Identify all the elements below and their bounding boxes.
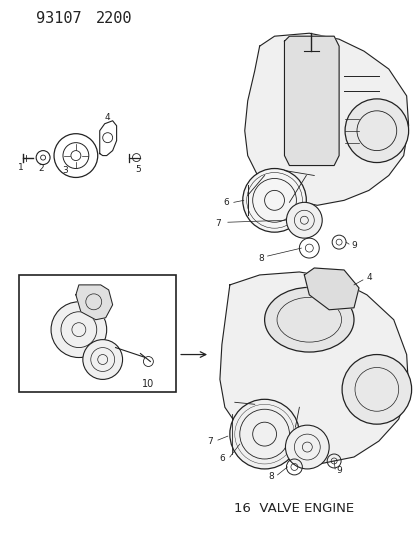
Ellipse shape (264, 287, 353, 352)
Polygon shape (304, 268, 358, 310)
Text: 7: 7 (214, 219, 220, 228)
Polygon shape (244, 33, 408, 205)
Text: 1: 1 (18, 163, 24, 172)
Text: 8: 8 (268, 472, 274, 481)
Circle shape (344, 99, 408, 163)
Circle shape (341, 354, 411, 424)
Text: 2: 2 (38, 164, 44, 173)
Polygon shape (76, 285, 112, 320)
Text: 8: 8 (258, 254, 264, 263)
Circle shape (83, 340, 122, 379)
Text: 7: 7 (206, 437, 212, 446)
Text: 9: 9 (335, 466, 341, 475)
Circle shape (229, 399, 299, 469)
Circle shape (242, 168, 306, 232)
Circle shape (285, 425, 328, 469)
Text: 5: 5 (135, 165, 141, 174)
Text: 3: 3 (62, 166, 68, 175)
Text: 6: 6 (223, 198, 228, 207)
Bar (19, 275, 176, 392)
Polygon shape (219, 272, 408, 464)
Polygon shape (284, 36, 338, 166)
Text: 10: 10 (142, 379, 154, 390)
Circle shape (286, 203, 321, 238)
Text: 2200: 2200 (95, 11, 132, 26)
Text: 16  VALVE ENGINE: 16 VALVE ENGINE (234, 502, 354, 515)
Circle shape (51, 302, 107, 358)
Text: 93107: 93107 (36, 11, 82, 26)
Text: 6: 6 (218, 455, 224, 464)
Text: 4: 4 (104, 114, 110, 122)
Text: 4: 4 (365, 273, 371, 282)
Text: 9: 9 (350, 240, 356, 249)
